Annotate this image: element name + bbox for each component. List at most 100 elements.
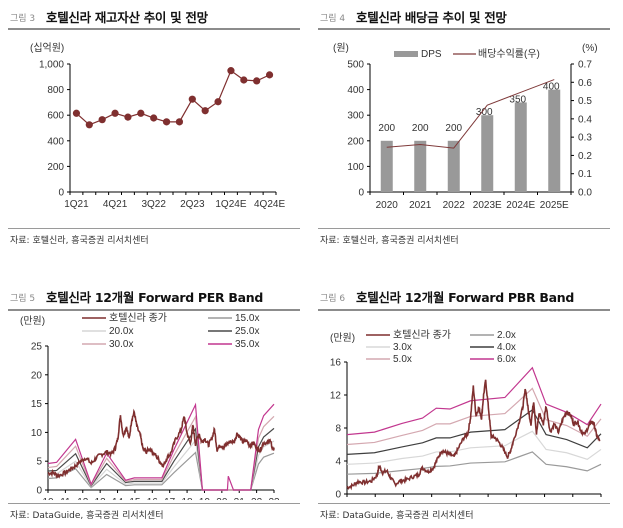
x-tick-label: 2021	[409, 200, 432, 211]
y-tick-label-right: 0.1	[578, 169, 592, 180]
y-tick-label-left: 300	[347, 111, 364, 122]
legend-swatch-dps	[394, 51, 418, 57]
inventory-chart: (십억원) 0 200 400 600 800 1,000 1Q21 4Q21 3Q22 2Q23 1…	[30, 42, 285, 210]
legend-label-yield: 배당수익률(우)	[478, 48, 540, 60]
source-note: 자료: 호텔신라, 흥국증권 리서치센터	[320, 236, 459, 246]
y-tick-label-right: 0.6	[578, 78, 592, 89]
x-tick-label: 4Q24E	[254, 199, 285, 210]
inventory-line	[76, 69, 270, 126]
x-tick-label: 2Q23	[180, 199, 205, 210]
figure-5-panel: 그림 5 호텔신라 12개월 Forward PER Band (만원) 호텔신라…	[8, 280, 308, 528]
x-tick-label: 10	[42, 497, 54, 500]
figure-header: 그림 3 호텔신라 재고자산 추이 및 전망	[8, 0, 308, 30]
figure-number: 그림 3	[10, 14, 36, 24]
figure-number: 그림 5	[10, 294, 36, 304]
legend-label: 20.0x	[109, 326, 133, 337]
x-tick-label: 19	[199, 497, 211, 500]
source-note: 자료: 호텔신라, 흥국증권 리서치센터	[10, 236, 149, 246]
data-point	[227, 67, 235, 75]
figure-number: 그림 4	[320, 14, 346, 24]
data-point	[72, 109, 81, 117]
dps-bar	[481, 115, 494, 192]
y-tick-label: 800	[47, 85, 64, 96]
band-line-250x	[47, 427, 275, 491]
x-tick-label: 15	[129, 497, 141, 500]
dps-bar	[447, 140, 460, 192]
header-rule	[8, 28, 300, 30]
dps-bar	[380, 140, 393, 192]
y-tick-label-right: 0.7	[578, 60, 592, 71]
dps-data-label: 200	[445, 123, 462, 134]
y-tick-label: 200	[47, 162, 64, 173]
data-point	[175, 118, 184, 126]
dividend-chart: (원) (%) DPS 배당수익률(우) 0 100 200 300 400 500 0.0 0.1 0…	[333, 42, 598, 211]
data-point	[124, 113, 132, 121]
data-point	[201, 107, 209, 115]
y-axis-unit: (만원)	[20, 315, 45, 327]
data-point	[253, 77, 261, 85]
x-tick-label: 23	[268, 497, 280, 500]
dps-data-label: 300	[476, 107, 493, 118]
band-line-20x	[346, 451, 602, 475]
x-tick-label: 1Q21	[64, 199, 89, 210]
y-axis-unit-right: (%)	[582, 43, 598, 54]
legend-label: 5.0x	[393, 354, 412, 365]
x-tick-label: 14	[112, 497, 124, 500]
y-tick-label: 4	[335, 457, 341, 468]
dps-data-label: 200	[412, 123, 429, 134]
y-axis-unit: (십억원)	[30, 42, 64, 54]
x-tick-label: 12	[77, 497, 89, 500]
y-tick-label: 16	[330, 358, 342, 369]
band-line-200x	[47, 439, 275, 491]
x-tick-label: 16	[147, 497, 159, 500]
y-tick-label: 12	[330, 391, 342, 402]
figure-title: 호텔신라 배당금 추이 및 전망	[356, 10, 507, 25]
data-point	[85, 121, 93, 129]
x-tick-label: 2022	[443, 200, 466, 211]
legend-label: 30.0x	[109, 339, 133, 350]
x-tick-label: 1Q24E	[215, 199, 246, 210]
data-point	[162, 118, 171, 126]
x-tick-label: 2023E	[473, 200, 502, 211]
band-line-30x	[346, 430, 602, 465]
figure-title: 호텔신라 12개월 Forward PER Band	[46, 290, 264, 305]
header-rule	[8, 309, 300, 311]
legend-label: 6.0x	[497, 354, 516, 365]
legend-label: 4.0x	[497, 342, 516, 353]
x-tick-label: 18	[182, 497, 194, 500]
y-tick-label-right: 0.2	[578, 151, 592, 162]
dps-data-label: 400	[543, 82, 560, 93]
band-line-50x	[346, 387, 602, 446]
y-tick-label-left: 200	[347, 136, 364, 147]
dps-bar	[548, 89, 561, 192]
y-tick-label: 400	[47, 136, 64, 147]
figure-title: 호텔신라 12개월 Forward PBR Band	[356, 290, 575, 305]
x-tick-label: 17	[164, 497, 176, 500]
data-point	[98, 116, 106, 124]
dps-data-label: 200	[378, 123, 395, 134]
y-axis-unit: (만원)	[330, 332, 355, 344]
band-line-300x	[47, 414, 275, 491]
x-tick-label: 20	[216, 497, 228, 500]
x-tick-label: 21	[234, 497, 246, 500]
legend-label: 25.0x	[235, 326, 259, 337]
y-tick-label: 15	[31, 399, 43, 410]
source-rule	[8, 228, 300, 229]
dps-data-label: 350	[509, 94, 526, 105]
x-tick-label: 11	[60, 497, 71, 500]
legend-label: 호텔신라 종가	[393, 329, 451, 341]
data-point	[137, 109, 145, 117]
header-rule	[318, 309, 610, 311]
y-tick-label-left: 100	[347, 162, 364, 173]
header-rule	[318, 28, 610, 30]
y-tick-label: 25	[31, 342, 43, 353]
dps-bar	[514, 102, 527, 192]
x-tick-label: 4Q21	[103, 199, 128, 210]
source-rule	[8, 503, 300, 504]
figure-3-panel: 그림 3 호텔신라 재고자산 추이 및 전망 (십억원) 0 200 400 600 80…	[8, 0, 308, 250]
source-note: 자료: DataGuide, 흥국증권 리서치센터	[320, 511, 474, 521]
band-line-40x	[346, 408, 602, 455]
y-tick-label: 0	[335, 490, 341, 501]
y-tick-label-left: 500	[347, 60, 364, 71]
figure-6-panel: 그림 6 호텔신라 12개월 Forward PBR Band (만원) 호텔신라…	[318, 280, 618, 528]
